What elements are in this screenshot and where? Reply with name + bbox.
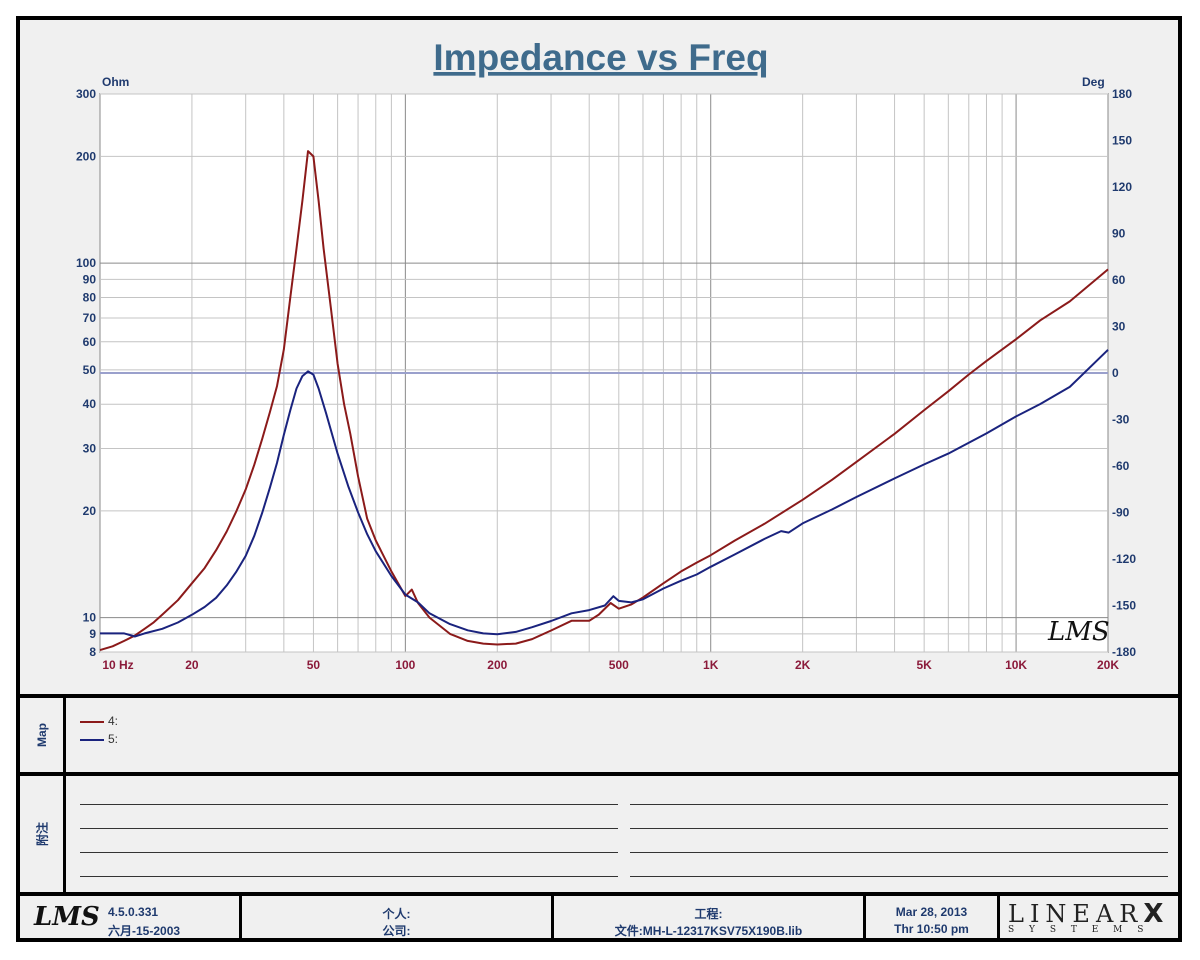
x-tick-label: 50 bbox=[307, 658, 321, 672]
lms-watermark: LMS bbox=[1047, 617, 1110, 647]
y-right-tick-label: -60 bbox=[1112, 459, 1130, 473]
linearx-x: X bbox=[1143, 899, 1164, 929]
y-right-tick-label: 30 bbox=[1112, 320, 1126, 334]
y-right-tick-label: 150 bbox=[1112, 134, 1132, 148]
map-section: Map 4: 5: bbox=[20, 698, 1178, 772]
report-time: Thr 10:50 pm bbox=[894, 922, 969, 936]
x-tick-label: 20K bbox=[1097, 658, 1119, 672]
version-date: 六月-15-2003 bbox=[108, 924, 181, 938]
footer: LMS 4.5.0.331 六月-15-2003 个人: 公司: 工程: 文件:… bbox=[20, 896, 1178, 942]
y-left-tick-label: 30 bbox=[83, 442, 97, 456]
y-left-tick-label: 50 bbox=[83, 363, 97, 377]
legend-swatch-series-4 bbox=[80, 720, 104, 723]
x-tick-label: 5K bbox=[916, 658, 932, 672]
linearx-systems: S Y S T E M S bbox=[1008, 925, 1150, 935]
y-right-tick-label: 120 bbox=[1112, 180, 1132, 194]
impedance-phase-line bbox=[100, 349, 1109, 638]
note-line bbox=[630, 804, 1168, 805]
y-left-tick-label: 300 bbox=[76, 87, 96, 101]
lms-logo: LMS bbox=[34, 902, 100, 932]
legend-label-series-5: 5: bbox=[108, 732, 119, 746]
x-tick-label: 100 bbox=[395, 658, 415, 672]
note-line bbox=[80, 804, 618, 805]
legend-item-series-4: 4: bbox=[80, 714, 118, 728]
y-right-tick-label: -90 bbox=[1112, 506, 1130, 520]
note-line bbox=[630, 876, 1168, 877]
y-right-tick-label: -30 bbox=[1112, 413, 1130, 427]
x-tick-label: 500 bbox=[609, 658, 629, 672]
legend-label-series-4: 4: bbox=[108, 714, 119, 728]
y-left-tick-label: 70 bbox=[83, 311, 97, 325]
y-left-tick-label: 9 bbox=[89, 627, 96, 641]
note-line bbox=[630, 828, 1168, 829]
y-left-tick-label: 80 bbox=[83, 290, 97, 304]
notes-section: 附注 bbox=[20, 776, 1178, 892]
x-tick-label: 1K bbox=[703, 658, 719, 672]
legend-item-series-5: 5: bbox=[80, 732, 118, 746]
impedance-magnitude-line bbox=[99, 150, 1109, 652]
linearx-wordmark: LINEAR bbox=[1008, 900, 1144, 928]
map-divider bbox=[20, 772, 1178, 776]
note-line bbox=[630, 852, 1168, 853]
person-label: 个人: bbox=[382, 907, 411, 921]
legend-swatch-series-5 bbox=[80, 738, 104, 741]
x-tick-label: 200 bbox=[487, 658, 507, 672]
impedance-chart: Impedance vs Freq Ohm Deg 10 Hz 20 50 100 20… bbox=[76, 37, 1136, 672]
footer-brand-cell: LINEARX S Y S T E M S bbox=[1000, 896, 1178, 942]
company-label: 公司: bbox=[382, 924, 411, 938]
y-right-axis-unit: Deg bbox=[1082, 75, 1105, 89]
report-date: Mar 28, 2013 bbox=[895, 905, 968, 919]
y-left-tick-label: 60 bbox=[83, 335, 97, 349]
footer-date-cell: Mar 28, 2013 Thr 10:50 pm bbox=[866, 896, 1000, 942]
y-right-tick-label: 90 bbox=[1112, 227, 1126, 241]
y-left-tick-label: 8 bbox=[89, 645, 96, 659]
y-left-tick-label: 90 bbox=[83, 272, 97, 286]
chart-frame: Impedance vs Freq Ohm Deg 10 Hz 20 50 100 20… bbox=[16, 16, 1182, 942]
note-line bbox=[80, 828, 618, 829]
file-label: 文件:MH-L-12317KSV75X190B.lib bbox=[614, 924, 803, 938]
x-tick-label: 2K bbox=[795, 658, 811, 672]
map-label: Map bbox=[34, 723, 49, 747]
y-right-tick-label: 60 bbox=[1112, 273, 1126, 287]
linearx-logo: LINEARX S Y S T E M S bbox=[1008, 899, 1172, 935]
note-line bbox=[80, 852, 618, 853]
y-right-tick-label: 0 bbox=[1112, 366, 1119, 380]
footer-project-cell: 工程: 文件:MH-L-12317KSV75X190B.lib bbox=[554, 896, 866, 942]
x-tick-label: 10 Hz bbox=[102, 658, 133, 672]
x-tick-label: 10K bbox=[1005, 658, 1027, 672]
project-label: 工程: bbox=[694, 907, 723, 921]
y-left-axis-unit: Ohm bbox=[102, 75, 129, 89]
notes-label: 附注 bbox=[35, 821, 49, 847]
y-right-tick-label: -120 bbox=[1112, 552, 1136, 566]
y-left-tick-label: 20 bbox=[83, 504, 97, 518]
footer-version-cell: LMS 4.5.0.331 六月-15-2003 bbox=[20, 896, 242, 942]
y-right-tick-label: 180 bbox=[1112, 87, 1132, 101]
notes-label-box: 附注 bbox=[20, 776, 66, 892]
y-right-tick-label: -180 bbox=[1112, 645, 1136, 659]
y-left-tick-label: 40 bbox=[83, 397, 97, 411]
y-right-tick-label: -150 bbox=[1112, 599, 1136, 613]
chart-title: Impedance vs Freq bbox=[433, 37, 768, 78]
footer-person-cell: 个人: 公司: bbox=[242, 896, 554, 942]
chart-divider bbox=[20, 694, 1178, 698]
y-left-tick-label: 100 bbox=[76, 256, 96, 270]
note-line bbox=[80, 876, 618, 877]
notes-divider bbox=[20, 892, 1178, 896]
version: 4.5.0.331 bbox=[108, 905, 159, 919]
x-tick-label: 20 bbox=[185, 658, 199, 672]
y-left-tick-label: 10 bbox=[83, 611, 97, 625]
y-left-tick-label: 200 bbox=[76, 149, 96, 163]
map-label-box: Map bbox=[20, 698, 66, 772]
